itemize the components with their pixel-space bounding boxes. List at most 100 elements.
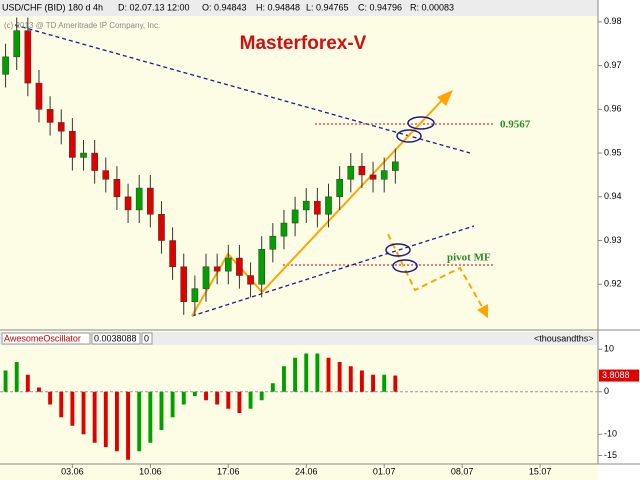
oscillator-bar bbox=[204, 391, 208, 401]
header-box bbox=[91, 332, 141, 345]
oscillator-bar bbox=[393, 375, 398, 392]
candle-body bbox=[369, 174, 377, 180]
oscillator-bar bbox=[3, 370, 8, 392]
candle-body bbox=[247, 275, 254, 285]
candle-body bbox=[2, 56, 9, 75]
y-tick-label: 0 bbox=[604, 386, 609, 396]
x-tick-label: 24.06 bbox=[295, 466, 318, 476]
oscillator-bar bbox=[25, 374, 30, 392]
x-tick-label: 01.07 bbox=[373, 466, 396, 476]
oscillator-bar bbox=[148, 391, 153, 443]
oscillator-bar bbox=[259, 391, 264, 401]
candle-body bbox=[102, 170, 110, 180]
y-tick-label: 0.95 bbox=[604, 147, 622, 157]
candle-body bbox=[392, 161, 399, 171]
oscillator-bar bbox=[37, 387, 41, 392]
candle-body bbox=[180, 266, 188, 303]
oscillator-bar bbox=[315, 353, 320, 392]
y-tick-label: 0.93 bbox=[604, 235, 622, 245]
oscillator-bar bbox=[137, 391, 142, 452]
y-tick-label: -15 bbox=[604, 450, 617, 460]
candle-body bbox=[302, 200, 310, 211]
candle-body bbox=[147, 187, 154, 215]
candle-body bbox=[314, 200, 321, 215]
oscillator-bar bbox=[348, 366, 353, 392]
x-tick-label: 17.06 bbox=[217, 466, 240, 476]
oscillator-bar bbox=[270, 383, 275, 392]
candle-body bbox=[380, 170, 388, 180]
highlight-ellipse bbox=[392, 259, 418, 273]
oscillator-bar bbox=[170, 391, 175, 418]
oscillator-bar bbox=[282, 366, 286, 392]
x-tick-label: 08.07 bbox=[451, 466, 474, 476]
oscillator-bar bbox=[181, 391, 186, 405]
x-tick-label: 15.07 bbox=[529, 466, 552, 476]
oscillator-bar bbox=[81, 391, 86, 435]
oscillator-bar bbox=[159, 391, 164, 430]
header-field: D: 02.07.13 12:00 bbox=[118, 2, 190, 12]
header-field: O: 0.94843 bbox=[202, 2, 247, 12]
oscillator-bar bbox=[226, 391, 231, 409]
header-field: L: 0.94765 bbox=[306, 2, 349, 12]
oscillator-bar bbox=[48, 391, 53, 405]
candle-body bbox=[280, 222, 288, 237]
header-field: USD/CHF (BID) 180 d 4h bbox=[2, 2, 103, 12]
candle-body bbox=[13, 30, 21, 58]
oscillator-bar bbox=[248, 391, 253, 409]
last-value-label: 3.8088 bbox=[602, 370, 630, 380]
header-field: H: 0.94848 bbox=[256, 2, 300, 12]
candle-body bbox=[258, 249, 266, 285]
price-axis-panel bbox=[598, 0, 640, 480]
candle-body bbox=[291, 209, 299, 224]
header-field: AwesomeOscillator bbox=[4, 333, 81, 343]
candle-body bbox=[358, 165, 366, 176]
header-box bbox=[141, 332, 153, 345]
drawings bbox=[14, 24, 495, 318]
x-tick-label: 10.06 bbox=[139, 466, 162, 476]
candle-body bbox=[347, 165, 355, 180]
y-tick-label: -10 bbox=[604, 429, 617, 439]
oscillator-bar bbox=[215, 391, 220, 405]
candle-body bbox=[91, 152, 98, 171]
y-tick-label: 0.98 bbox=[604, 16, 622, 26]
annotation: pivot MF bbox=[447, 252, 491, 264]
highlight-ellipse bbox=[407, 116, 435, 130]
candle-body bbox=[158, 214, 165, 241]
candle-body bbox=[135, 187, 143, 211]
arrow-head bbox=[437, 90, 453, 106]
header-field: <thousandths> bbox=[534, 333, 594, 343]
highlight-ellipse bbox=[396, 129, 422, 143]
oscillator-bar bbox=[304, 353, 309, 392]
candle-body bbox=[202, 266, 210, 289]
chart-title: Masterforex-V bbox=[240, 33, 367, 54]
header-field: 0.0038088 bbox=[94, 333, 137, 343]
y-tick-label: 0.97 bbox=[604, 60, 622, 70]
header-field: 0 bbox=[144, 333, 149, 343]
candle-body bbox=[46, 109, 54, 123]
header-field: C: 0.94796 bbox=[358, 2, 402, 12]
candle-body bbox=[57, 122, 65, 132]
candle-body bbox=[213, 266, 221, 272]
candle-body bbox=[69, 130, 76, 158]
y-tick-label: 0.92 bbox=[604, 279, 622, 289]
annotation: 0.9567 bbox=[500, 119, 531, 131]
candle-body bbox=[113, 179, 121, 198]
y-tick-label: 10 bbox=[604, 344, 614, 354]
header-bar bbox=[0, 0, 598, 16]
highlight-ellipse bbox=[385, 243, 411, 257]
oscillator-bar bbox=[103, 391, 108, 447]
oscillator-bar bbox=[126, 391, 131, 460]
y-tick-label: 0.96 bbox=[604, 104, 622, 114]
candle-body bbox=[24, 30, 32, 84]
trend-line bbox=[191, 225, 475, 317]
oscillator-bar bbox=[371, 374, 376, 392]
oscillator-bar bbox=[293, 357, 298, 392]
candle-body bbox=[169, 240, 176, 268]
y-tick-label: 0.94 bbox=[604, 191, 622, 201]
oscillator-bar bbox=[192, 391, 197, 396]
x-tick-label: 03.06 bbox=[61, 466, 84, 476]
oscillator-bar bbox=[14, 362, 19, 392]
oscillator-bar bbox=[70, 391, 75, 426]
header-box bbox=[1, 332, 91, 345]
